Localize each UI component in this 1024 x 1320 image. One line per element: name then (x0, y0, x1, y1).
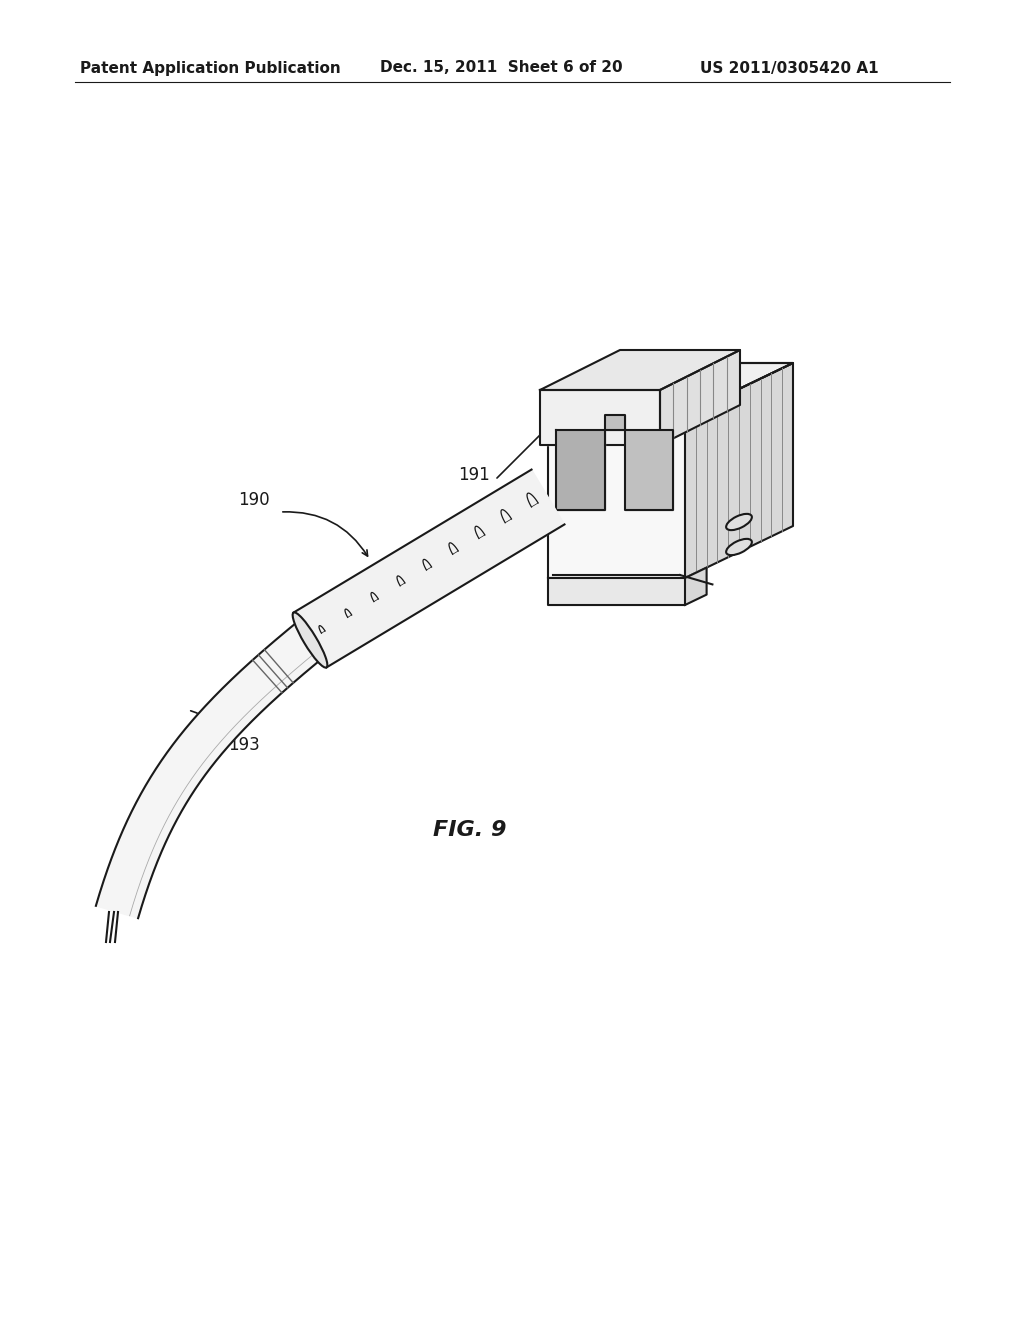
Polygon shape (548, 414, 685, 578)
Polygon shape (685, 568, 707, 605)
Polygon shape (605, 414, 673, 510)
Polygon shape (540, 350, 740, 389)
Ellipse shape (726, 513, 752, 531)
Polygon shape (96, 623, 324, 919)
Text: 193: 193 (228, 737, 260, 754)
Polygon shape (294, 470, 564, 668)
Text: 191: 191 (459, 466, 490, 484)
Polygon shape (548, 578, 685, 605)
Polygon shape (540, 389, 660, 445)
Text: FIG. 9: FIG. 9 (433, 820, 507, 840)
Text: 190: 190 (239, 491, 270, 510)
Polygon shape (548, 363, 793, 414)
Polygon shape (685, 363, 793, 578)
Ellipse shape (293, 612, 328, 668)
Ellipse shape (726, 539, 752, 556)
Text: US 2011/0305420 A1: US 2011/0305420 A1 (700, 61, 879, 75)
Text: Dec. 15, 2011  Sheet 6 of 20: Dec. 15, 2011 Sheet 6 of 20 (380, 61, 623, 75)
Text: Patent Application Publication: Patent Application Publication (80, 61, 341, 75)
Polygon shape (660, 350, 740, 445)
Polygon shape (556, 430, 605, 510)
